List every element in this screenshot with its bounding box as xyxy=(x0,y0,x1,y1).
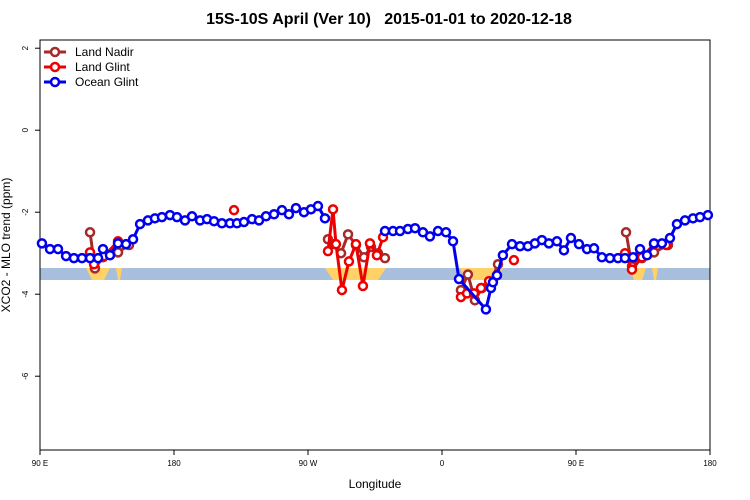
data-point xyxy=(551,236,563,247)
data-point xyxy=(573,238,585,250)
data-point xyxy=(336,284,348,296)
data-point xyxy=(312,200,324,212)
data-point xyxy=(228,204,240,216)
data-point xyxy=(319,213,331,224)
data-point xyxy=(497,250,509,261)
data-point xyxy=(462,269,474,280)
x-tick-label: 180 xyxy=(703,459,717,468)
data-point xyxy=(342,229,354,240)
y-tick-label: 2 xyxy=(21,45,30,50)
data-point xyxy=(92,252,104,264)
x-tick-label: 90 W xyxy=(299,459,318,468)
data-point xyxy=(491,270,503,281)
data-point xyxy=(36,238,48,249)
data-point xyxy=(506,238,518,250)
chart-title: 15S-10S April (Ver 10) 2015-01-01 to 202… xyxy=(206,11,572,28)
data-point xyxy=(480,304,492,315)
data-point xyxy=(627,252,639,263)
data-point xyxy=(268,209,280,220)
legend-label: Ocean Glint xyxy=(75,75,139,89)
legend-label: Land Glint xyxy=(75,60,130,74)
data-point xyxy=(112,238,124,249)
data-point xyxy=(120,238,132,250)
data-point xyxy=(475,282,487,294)
x-tick-label: 90 E xyxy=(32,459,48,468)
data-point xyxy=(596,252,608,263)
data-point xyxy=(260,211,272,222)
data-point xyxy=(97,243,109,255)
data-point xyxy=(327,204,339,215)
data-point xyxy=(52,243,64,255)
data-point xyxy=(322,245,334,257)
y-tick-label: -6 xyxy=(21,372,30,380)
data-point xyxy=(619,252,631,264)
y-tick-label: -4 xyxy=(21,290,30,298)
legend-marker xyxy=(49,76,61,88)
data-point xyxy=(127,234,139,245)
x-tick-label: 90 E xyxy=(568,459,584,468)
x-tick-label: 180 xyxy=(167,459,181,468)
data-point xyxy=(664,232,676,244)
data-point xyxy=(156,211,168,223)
data-point xyxy=(432,225,444,237)
data-point xyxy=(558,245,570,256)
data-point xyxy=(440,227,452,238)
land-patch xyxy=(325,268,386,280)
data-point xyxy=(330,238,342,250)
data-point xyxy=(171,211,183,223)
x-tick-label: 0 xyxy=(440,459,445,468)
data-point xyxy=(350,238,362,250)
data-point xyxy=(620,227,632,238)
y-tick-label: 0 xyxy=(21,127,30,132)
data-point xyxy=(453,273,465,285)
surface-band xyxy=(40,268,710,280)
data-point xyxy=(656,238,668,249)
data-point xyxy=(424,231,436,242)
data-point xyxy=(84,227,96,238)
legend-marker xyxy=(49,61,61,73)
land-patch xyxy=(652,268,658,280)
series xyxy=(36,200,714,315)
data-point xyxy=(409,222,421,234)
data-point xyxy=(447,236,459,247)
data-point xyxy=(679,215,691,226)
data-point xyxy=(702,209,714,221)
land-patch xyxy=(116,268,122,280)
data-point xyxy=(186,211,198,222)
data-point xyxy=(371,250,383,261)
data-point xyxy=(290,202,302,214)
legend-label: Land Nadir xyxy=(75,45,134,59)
y-axis-label: XCO2 - MLO trend (ppm) xyxy=(0,178,13,313)
data-point xyxy=(364,238,376,249)
x-axis-label: Longitude xyxy=(349,477,402,491)
data-point xyxy=(283,209,295,220)
data-point xyxy=(671,218,683,230)
data-point xyxy=(508,254,520,266)
data-point xyxy=(565,232,577,244)
data-point xyxy=(357,280,369,292)
data-point xyxy=(134,218,146,230)
legend-marker xyxy=(49,46,61,58)
data-point xyxy=(626,264,638,275)
data-point xyxy=(543,238,555,249)
data-point xyxy=(634,243,646,255)
data-point xyxy=(588,243,600,254)
data-point xyxy=(641,250,653,261)
data-point xyxy=(104,250,116,261)
data-point xyxy=(343,256,355,267)
y-tick-label: -2 xyxy=(21,208,30,216)
